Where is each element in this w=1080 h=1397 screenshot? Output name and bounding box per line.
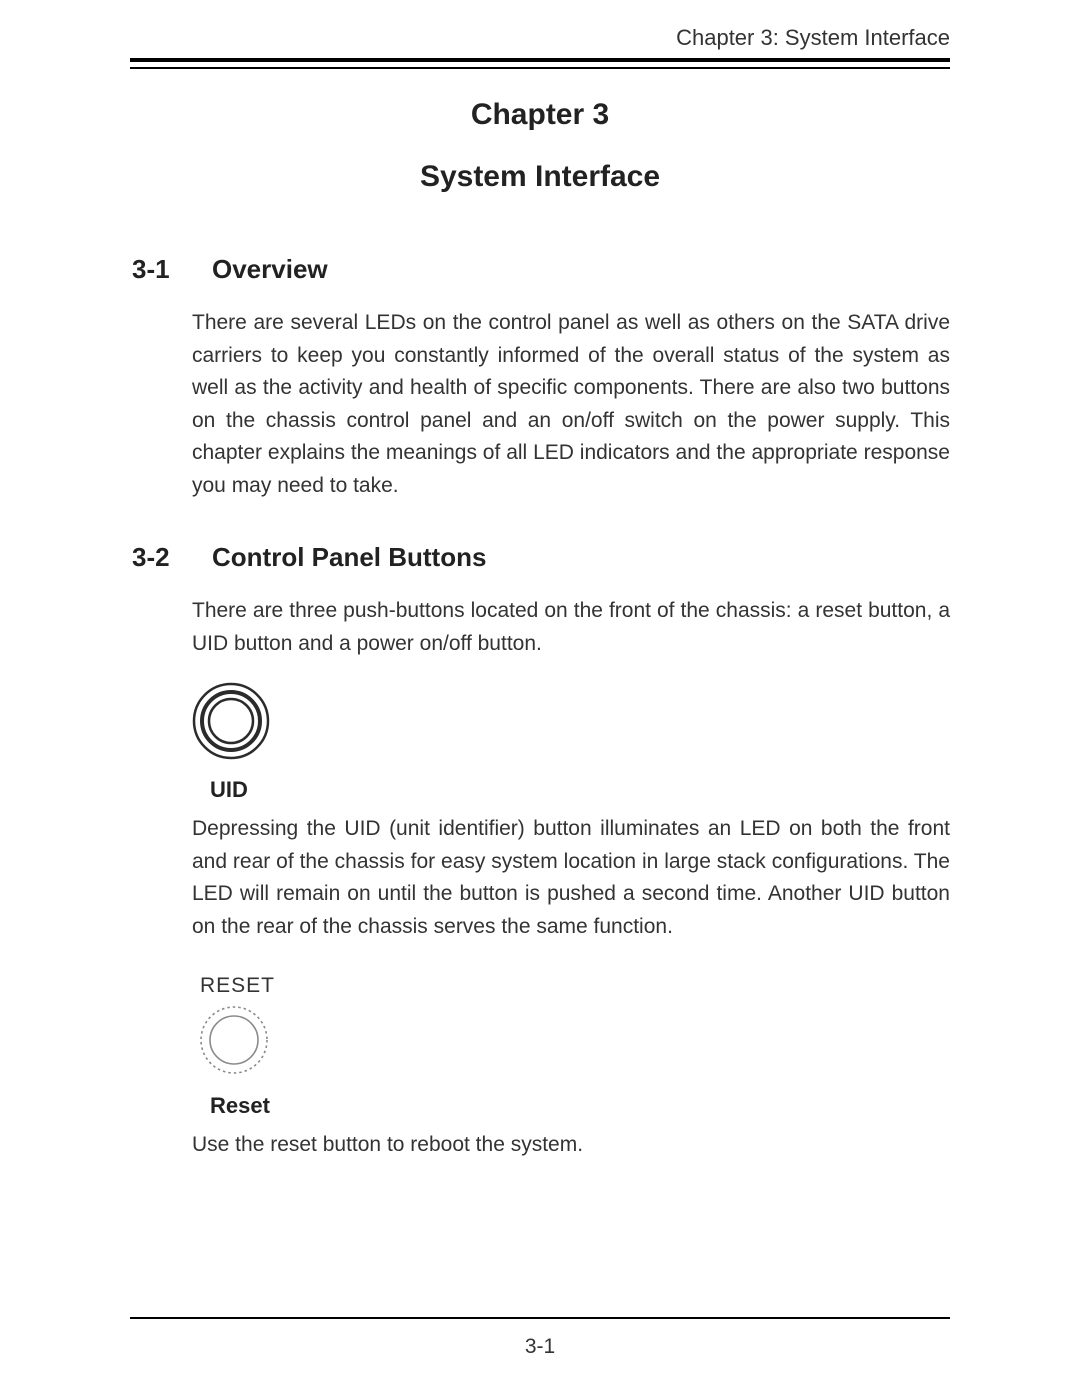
page-number: 3-1 — [0, 1335, 1080, 1359]
section-number: 3-1 — [130, 254, 186, 285]
reset-top-label: RESET — [200, 974, 950, 998]
chapter-title: System Interface — [130, 160, 950, 194]
chapter-label: Chapter 3 — [130, 98, 950, 132]
reset-subheading: Reset — [210, 1093, 950, 1119]
section-title: Overview — [212, 254, 328, 285]
uid-body: Depressing the UID (unit identifier) but… — [192, 813, 950, 943]
footer-rule — [130, 1317, 950, 1319]
reset-body: Use the reset button to reboot the syste… — [192, 1129, 950, 1162]
content: Chapter 3 System Interface 3-1 Overview … — [130, 90, 950, 1201]
section-3-2-heading: 3-2 Control Panel Buttons — [130, 542, 950, 573]
section-title: Control Panel Buttons — [212, 542, 486, 573]
reset-button-icon — [196, 1002, 950, 1083]
dashed-circle-icon — [196, 1002, 272, 1078]
uid-subheading: UID — [210, 777, 950, 803]
section-3-2-intro: There are three push-buttons located on … — [192, 595, 950, 660]
section-3-1-heading: 3-1 Overview — [130, 254, 950, 285]
concentric-circles-icon — [190, 680, 272, 762]
header-rule — [130, 58, 950, 62]
page: Chapter 3: System Interface Chapter 3 Sy… — [0, 0, 1080, 1397]
running-header: Chapter 3: System Interface — [676, 25, 950, 51]
uid-button-icon — [190, 680, 950, 767]
section-number: 3-2 — [130, 542, 186, 573]
section-3-1-body: There are several LEDs on the control pa… — [192, 307, 950, 502]
